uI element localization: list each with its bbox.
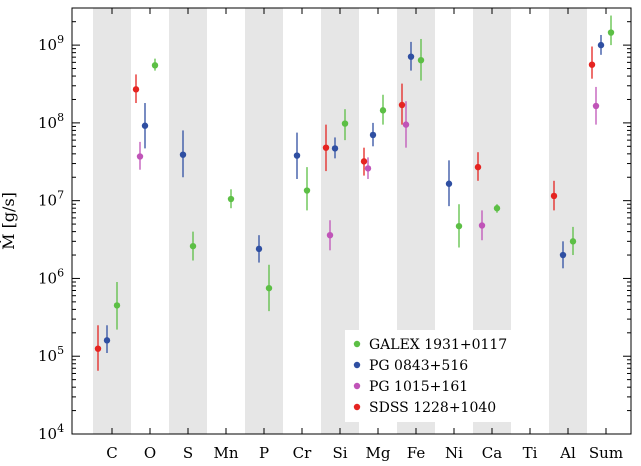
data-point (141, 122, 149, 129)
y-tick-label: 109 (38, 33, 64, 54)
x-tick-label-cr: Cr (293, 444, 312, 462)
band-s (169, 8, 207, 434)
data-point (455, 222, 463, 230)
data-point (151, 62, 159, 69)
x-tick-label-sum: Sum (589, 444, 623, 462)
data-point (474, 163, 482, 171)
data-point (136, 153, 144, 160)
x-tick-label-fe: Fe (407, 444, 426, 462)
legend-label: SDSS 1228+1040 (369, 400, 496, 416)
data-point (550, 192, 558, 200)
data-point (103, 337, 111, 344)
data-point (402, 121, 410, 128)
y-axis-tick-labels: 104 105 106 107 108 109 (38, 33, 64, 443)
data-point (493, 205, 501, 212)
legend-marker (353, 340, 361, 348)
band-p (245, 8, 283, 434)
data-point (94, 345, 102, 352)
data-point (227, 195, 235, 203)
x-tick-label-o: O (144, 444, 156, 462)
x-tick-label-s: S (183, 444, 193, 462)
data-point (255, 245, 263, 253)
data-point (478, 222, 486, 229)
x-tick-label-al: Al (559, 444, 576, 462)
y-tick-label: 106 (38, 266, 64, 287)
data-point (322, 144, 330, 151)
data-point (360, 158, 368, 165)
y-tick-label: 105 (38, 344, 64, 365)
data-point (331, 145, 339, 152)
data-point (398, 101, 406, 109)
x-tick-label-ti: Ti (523, 444, 538, 462)
x-tick-label-ca: Ca (482, 444, 502, 462)
legend: GALEX 1931+0117 PG 0843+516 PG 1015+161 SDS… (345, 330, 531, 422)
band-c (93, 8, 131, 434)
data-point (326, 231, 334, 239)
data-point (597, 41, 605, 49)
series-1 (103, 34, 605, 354)
x-tick-label-mg: Mg (366, 444, 391, 462)
x-tick-label-si: Si (332, 444, 347, 462)
data-point (592, 102, 600, 110)
data-point (559, 251, 567, 259)
data-point (265, 284, 273, 292)
plot-frame (71, 7, 632, 435)
data-point (607, 29, 615, 36)
data-point (569, 238, 577, 245)
data-point (132, 86, 140, 93)
data-point (379, 107, 387, 114)
data-point (445, 180, 453, 187)
y-axis-label: Ṁ [g/s] (0, 192, 18, 250)
data-point (303, 187, 311, 194)
data-point (364, 165, 372, 172)
x-tick-label-p: P (259, 444, 269, 462)
band-al (549, 8, 587, 434)
x-tick-label-c: C (106, 444, 117, 462)
series-0 (113, 15, 615, 330)
data-point (113, 302, 121, 309)
y-tick-label: 107 (38, 189, 64, 210)
x-tick-label-mn: Mn (213, 444, 238, 462)
legend-box (345, 330, 531, 422)
data-point (369, 131, 377, 139)
y-tick-label: 108 (38, 111, 64, 132)
y-tick-label: 104 (38, 422, 64, 443)
data-point (293, 152, 301, 159)
legend-label: PG 1015+161 (369, 379, 468, 395)
series-2 (136, 86, 600, 251)
legend-label: GALEX 1931+0117 (369, 337, 507, 353)
data-point (341, 120, 349, 127)
series-3 (94, 46, 596, 371)
legend-label: PG 0843+516 (369, 358, 468, 374)
data-point (588, 61, 596, 68)
x-tick-label-ni: Ni (445, 444, 463, 462)
data-point (407, 53, 415, 60)
legend-marker (353, 361, 361, 369)
legend-marker (353, 382, 361, 390)
data-point (179, 151, 187, 158)
data-point (417, 56, 425, 64)
data-point (189, 242, 197, 250)
x-axis-tick-labels: C O S Mn P Cr Si Mg Fe Ni Ca Ti Al Sum (106, 444, 623, 462)
legend-marker (353, 403, 361, 411)
data-markers (94, 15, 615, 371)
